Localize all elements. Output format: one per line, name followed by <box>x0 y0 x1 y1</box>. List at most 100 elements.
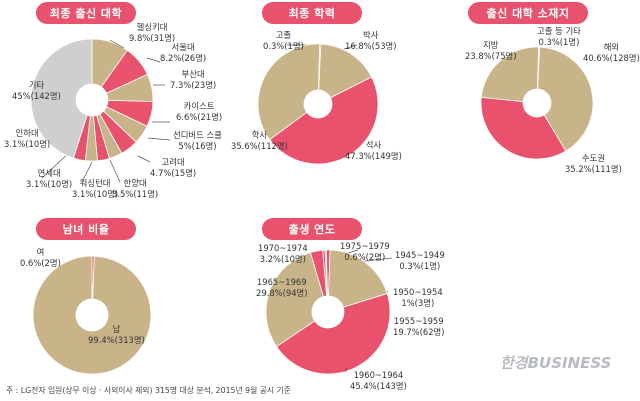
slice-name: 1965~1969 <box>256 277 307 287</box>
slice-value: 1%(3명) <box>401 297 435 308</box>
slice-name: 1945~1949 <box>395 250 445 260</box>
slice-value: 3.1%(10명) <box>72 188 119 199</box>
slice-name: 해외 <box>603 42 620 52</box>
leader-line <box>81 161 93 183</box>
chart-title-education: 최종 학력 <box>262 2 362 24</box>
slice-name: 고려대 <box>161 157 185 167</box>
slice-label: 부산대 7.3%(23명) <box>170 69 216 90</box>
slice-label: 고려대 4.7%(15명) <box>150 157 196 178</box>
watermark: 한경BUSINESS <box>500 354 612 372</box>
slice-name: 1950~1954 <box>393 287 443 297</box>
slice-value: 3.1%(10명) <box>26 178 73 189</box>
slice-label: 남 99.4%(313명) <box>88 324 145 345</box>
slice-label: 1955~1959 19.7%(62명) <box>393 316 445 337</box>
slice-label: 1965~1969 29.8%(94명) <box>256 277 308 298</box>
slice-value: 29.8%(94명) <box>256 287 308 298</box>
slice-value: 16.8%(53명) <box>345 40 397 51</box>
leader-line <box>109 39 125 49</box>
leader-line <box>109 159 121 183</box>
slice-name: 한양대 <box>123 178 147 188</box>
slice-label: 1960~1964 45.4%(143명) <box>350 370 407 391</box>
donut-hole <box>76 84 108 116</box>
donut-hole <box>312 296 344 328</box>
slice-name: 연세대 <box>37 168 61 178</box>
donut-hole <box>523 89 551 117</box>
pie-slice <box>328 249 388 308</box>
slice-value: 3.5%(11명) <box>112 188 159 199</box>
slice-value: 45%(142명) <box>12 90 61 101</box>
slice-value: 7.3%(23명) <box>170 79 217 90</box>
slice-value: 23.8%(75명) <box>465 50 517 61</box>
slice-name: 고졸 <box>275 30 292 40</box>
slice-name: 1970~1974 <box>258 243 308 253</box>
slice-value: 35.2%(111명) <box>565 163 622 174</box>
slice-name: 카이스트 <box>183 101 215 111</box>
leader-line <box>343 44 358 50</box>
slice-label: 박사 16.8%(53명) <box>345 30 397 51</box>
slice-label: 여 0.6%(2명) <box>20 247 61 268</box>
slice-value: 9.8%(31명) <box>129 32 176 43</box>
slice-name: 학사 <box>251 130 268 140</box>
slice-value: 35.6%(112명) <box>231 140 288 151</box>
slice-name: 서울대 <box>171 42 195 52</box>
slice-name: 워싱턴대 <box>79 178 111 188</box>
slice-value: 47.3%(149명) <box>345 150 402 161</box>
chart-title-university: 최종 출신 대학 <box>36 2 136 24</box>
chart-title-birth-year: 출생 연도 <box>262 218 362 240</box>
slice-label: 수도권 35.2%(111명) <box>565 153 622 174</box>
slice-name: 부산대 <box>181 69 205 79</box>
slice-name: 고졸 등 기타 <box>537 26 581 36</box>
slice-label: 1950~1954 1%(3명) <box>393 287 443 308</box>
slice-label: 연세대 3.1%(10명) <box>26 168 72 189</box>
chart-title-location: 출신 대학 소재지 <box>468 2 588 24</box>
slice-label: 1975~1979 0.6%(2명) <box>340 241 390 262</box>
chart-title-gender: 남녀 비율 <box>36 218 136 240</box>
slice-name: 수도권 <box>581 153 605 163</box>
slice-value: 0.3%(1명) <box>538 36 580 47</box>
slice-label: 워싱턴대 3.1%(10명) <box>72 178 118 199</box>
slice-value: 8.2%(26명) <box>160 52 207 63</box>
slice-label: 1970~1974 3.2%(10명) <box>258 243 308 264</box>
slice-label: 한양대 3.5%(11명) <box>112 178 158 199</box>
slice-value: 99.4%(313명) <box>88 334 145 345</box>
slice-value: 4.7%(15명) <box>150 167 197 178</box>
leader-line <box>146 57 161 63</box>
slice-value: 6.6%(21명) <box>176 111 223 122</box>
slice-name: 선디버드 스쿨 <box>173 130 222 140</box>
slice-name: 헬싱키대 <box>136 22 168 32</box>
slice-name: 지방 <box>483 40 499 50</box>
slice-name: 여 <box>36 247 45 257</box>
pie-slice <box>480 96 567 160</box>
slice-value: 45.4%(143명) <box>350 380 407 391</box>
slice-label: 학사 35.6%(112명) <box>231 130 288 151</box>
slice-name: 1975~1979 <box>340 241 390 251</box>
slice-name: 1955~1959 <box>393 316 444 326</box>
pie-slice <box>269 76 379 165</box>
slice-label: 기타 45%(142명) <box>12 80 61 101</box>
footnote: 주 : LG전자 임원(상무 이상 · 사외이사 제외) 315명 대상 분석,… <box>6 386 291 395</box>
slice-label: 인하대 3.1%(10명) <box>4 128 50 149</box>
slice-name: 남 <box>112 324 121 334</box>
slice-value: 3.2%(10명) <box>259 253 306 264</box>
slice-label: 지방 23.8%(75명) <box>465 40 517 61</box>
slice-label: 고졸 등 기타 0.3%(1명) <box>537 26 581 47</box>
slice-label: 카이스트 6.6%(21명) <box>176 101 222 122</box>
slice-value: 40.6%(128명) <box>583 52 640 63</box>
slice-name: 1960~1964 <box>353 370 404 380</box>
slice-value: 0.6%(2명) <box>344 251 386 262</box>
slice-name: 석사 <box>365 140 382 150</box>
slice-label: 고졸 0.3%(1명) <box>263 30 304 51</box>
slice-value: 19.7%(62명) <box>393 326 445 337</box>
slice-value: 0.3%(1명) <box>263 40 304 51</box>
slice-value: 0.6%(2명) <box>20 257 61 268</box>
leader-line <box>137 155 151 163</box>
slice-value: 5%(16명) <box>178 140 217 151</box>
donut-hole <box>76 299 108 331</box>
slice-name: 기타 <box>28 80 45 90</box>
slice-label: 석사 47.3%(149명) <box>345 140 402 161</box>
slice-label: 서울대 8.2%(26명) <box>160 42 206 63</box>
slice-name: 인하대 <box>15 128 39 138</box>
slice-value: 3.1%(10명) <box>4 138 51 149</box>
leader-line <box>147 137 171 141</box>
